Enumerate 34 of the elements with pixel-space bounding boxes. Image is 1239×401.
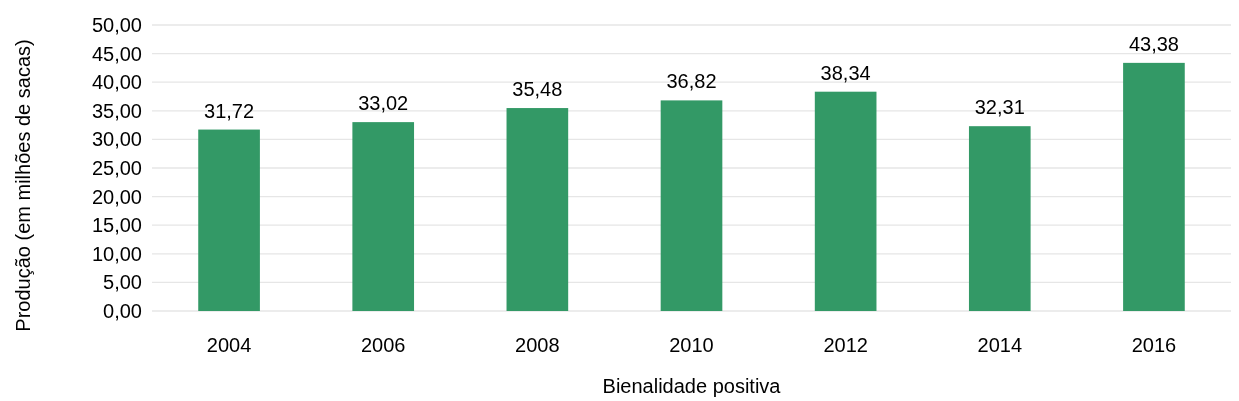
x-tick-label: 2006 [360,334,406,356]
data-label: 35,48 [512,78,563,101]
x-tick-label: 2016 [1131,334,1177,356]
y-tick-label: 25,00 [91,157,142,179]
data-label: 38,34 [820,61,871,84]
y-tick-label: 5,00 [103,271,142,294]
data-label: 33,02 [358,92,409,115]
x-tick-label: 2010 [669,334,714,356]
bar [660,100,723,311]
x-tick-label: 2014 [977,334,1023,356]
x-axis-title: Bienalidade positiva [602,375,782,397]
y-tick-label: 40,00 [91,71,142,94]
y-tick-label: 20,00 [91,185,142,208]
data-label: 36,82 [666,70,717,93]
bar [968,126,1031,311]
y-tick-label: 45,00 [91,42,142,65]
x-tick-label: 2008 [515,334,560,356]
y-tick-label: 0,00 [103,300,142,322]
x-tick-label: 2012 [823,334,868,356]
y-tick-label: 30,00 [91,128,142,151]
bar [814,91,877,311]
y-axis-title: Produção (em milhões de sacas) [12,39,34,332]
bar [1123,62,1185,311]
y-tick-label: 35,00 [91,99,142,122]
y-tick-label: 50,00 [91,14,142,36]
bar [198,129,260,311]
data-label: 43,38 [1128,32,1179,55]
bar [352,122,415,311]
x-tick-label: 2004 [206,334,252,356]
data-label: 31,72 [204,99,255,122]
y-tick-label: 10,00 [91,242,142,265]
bar [506,108,569,311]
data-label: 32,31 [974,96,1025,119]
y-tick-label: 15,00 [91,214,142,237]
